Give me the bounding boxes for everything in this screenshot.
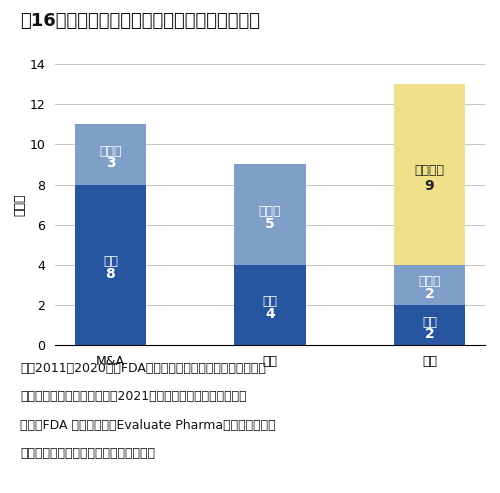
Text: 承認: 承認 [262, 295, 278, 309]
Bar [234, 165, 306, 265]
Bar [394, 265, 466, 305]
Text: 注：2011－2020年にFDA承認の抗悪性腭瘾剤３３品目（新興: 注：2011－2020年にFDA承認の抗悪性腭瘾剤３３品目（新興 [20, 362, 266, 375]
Text: 9: 9 [424, 178, 434, 193]
Text: 企業２９社）について、2021年末時点の開発状況を示す。: 企業２９社）について、2021年末時点の開発状況を示す。 [20, 390, 246, 403]
Bar [74, 184, 146, 345]
Text: 開発中: 開発中 [259, 205, 281, 218]
Text: 承認: 承認 [103, 255, 118, 268]
Text: 3: 3 [106, 156, 116, 171]
Text: 情報なし: 情報なし [414, 164, 444, 177]
Text: 8: 8 [106, 267, 116, 281]
Text: もとに医薬産業政策研究所にて作成: もとに医薬産業政策研究所にて作成 [20, 447, 155, 459]
Text: 開発中: 開発中 [99, 145, 122, 158]
Text: 囶16　新興企業の抗悪性腭瘾剤品目の国内状況: 囶16 新興企業の抗悪性腭瘾剤品目の国内状況 [20, 12, 260, 31]
Bar [394, 84, 466, 265]
Bar [394, 305, 466, 345]
Text: 2: 2 [424, 287, 434, 301]
Text: 2: 2 [424, 327, 434, 341]
Text: 開発中: 開発中 [418, 276, 441, 288]
Text: 4: 4 [265, 307, 275, 321]
Text: 出所：FDA の公開情報、Evaluate Pharma、明日の新薬を: 出所：FDA の公開情報、Evaluate Pharma、明日の新薬を [20, 419, 276, 431]
Bar [234, 265, 306, 345]
Text: 5: 5 [265, 216, 275, 231]
Y-axis label: 品目数: 品目数 [14, 193, 26, 216]
Bar [74, 124, 146, 184]
Text: 承認: 承認 [422, 316, 437, 328]
